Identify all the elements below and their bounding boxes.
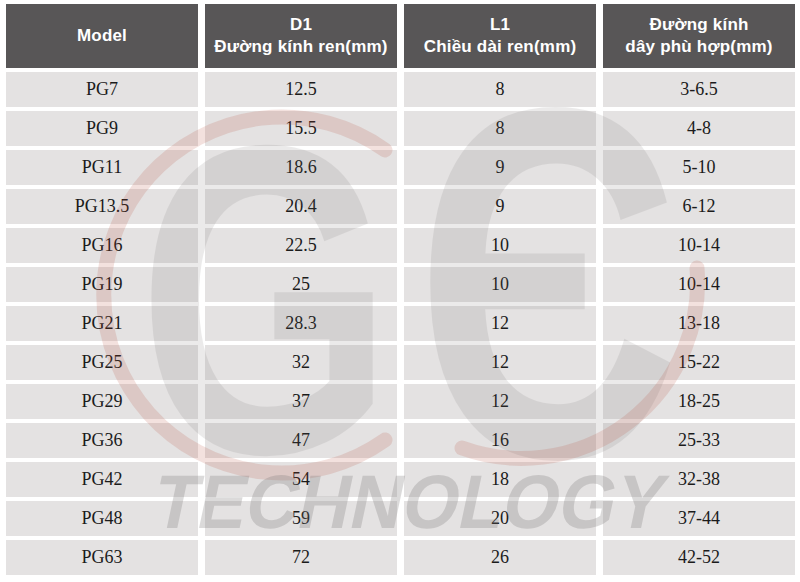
d1-cell: 22.5 xyxy=(205,228,397,263)
wire-range-cell: 13-18 xyxy=(603,306,795,341)
model-cell: PG36 xyxy=(6,423,198,458)
d1-cell: 20.4 xyxy=(205,189,397,224)
model-cell: PG48 xyxy=(6,501,198,536)
l1-cell: 9 xyxy=(404,150,596,185)
model-cell: PG25 xyxy=(6,345,198,380)
l1-cell: 12 xyxy=(404,384,596,419)
model-cell: PG19 xyxy=(6,267,198,302)
wire-range-cell: 15-22 xyxy=(603,345,795,380)
wire-range-cell: 10-14 xyxy=(603,228,795,263)
l1-cell: 8 xyxy=(404,72,596,107)
d1-cell: 28.3 xyxy=(205,306,397,341)
header-wire-range-line1: Đường kính xyxy=(649,14,748,36)
l1-cell: 9 xyxy=(404,189,596,224)
l1-cell: 12 xyxy=(404,345,596,380)
wire-range-cell: 10-14 xyxy=(603,267,795,302)
header-d1: D1 Đường kính ren(mm) xyxy=(205,4,397,68)
wire-range-cell: 42-52 xyxy=(603,540,795,575)
l1-cell: 12 xyxy=(404,306,596,341)
d1-cell: 37 xyxy=(205,384,397,419)
l1-cell: 26 xyxy=(404,540,596,575)
d1-cell: 54 xyxy=(205,462,397,497)
d1-cell: 32 xyxy=(205,345,397,380)
l1-cell: 18 xyxy=(404,462,596,497)
l1-cell: 20 xyxy=(404,501,596,536)
header-wire-range-line2: dây phù hợp(mm) xyxy=(625,36,772,58)
wire-range-cell: 32-38 xyxy=(603,462,795,497)
d1-cell: 72 xyxy=(205,540,397,575)
header-model: Model xyxy=(6,4,198,68)
l1-cell: 10 xyxy=(404,267,596,302)
l1-cell: 16 xyxy=(404,423,596,458)
l1-cell: 8 xyxy=(404,111,596,146)
header-l1-line1: L1 xyxy=(490,14,510,36)
wire-range-cell: 3-6.5 xyxy=(603,72,795,107)
d1-cell: 47 xyxy=(205,423,397,458)
d1-cell: 59 xyxy=(205,501,397,536)
model-cell: PG21 xyxy=(6,306,198,341)
d1-cell: 25 xyxy=(205,267,397,302)
d1-cell: 12.5 xyxy=(205,72,397,107)
model-cell: PG7 xyxy=(6,72,198,107)
model-cell: PG29 xyxy=(6,384,198,419)
wire-range-cell: 6-12 xyxy=(603,189,795,224)
pg-gland-spec-table: Model D1 Đường kính ren(mm) L1 Chiều dài… xyxy=(6,4,795,575)
model-cell: PG63 xyxy=(6,540,198,575)
model-cell: PG42 xyxy=(6,462,198,497)
wire-range-cell: 4-8 xyxy=(603,111,795,146)
header-wire-range: Đường kính dây phù hợp(mm) xyxy=(603,4,795,68)
d1-cell: 18.6 xyxy=(205,150,397,185)
header-d1-line2: Đường kính ren(mm) xyxy=(214,36,387,58)
l1-cell: 10 xyxy=(404,228,596,263)
d1-cell: 15.5 xyxy=(205,111,397,146)
wire-range-cell: 25-33 xyxy=(603,423,795,458)
model-cell: PG11 xyxy=(6,150,198,185)
header-l1-line2: Chiều dài ren(mm) xyxy=(424,36,577,58)
header-model-line1: Model xyxy=(77,25,127,47)
model-cell: PG16 xyxy=(6,228,198,263)
wire-range-cell: 37-44 xyxy=(603,501,795,536)
header-d1-line1: D1 xyxy=(290,14,312,36)
model-cell: PG9 xyxy=(6,111,198,146)
wire-range-cell: 5-10 xyxy=(603,150,795,185)
header-l1: L1 Chiều dài ren(mm) xyxy=(404,4,596,68)
wire-range-cell: 18-25 xyxy=(603,384,795,419)
model-cell: PG13.5 xyxy=(6,189,198,224)
